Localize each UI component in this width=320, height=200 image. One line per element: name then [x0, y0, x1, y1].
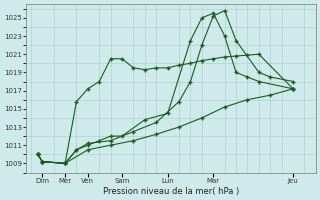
X-axis label: Pression niveau de la mer( hPa ): Pression niveau de la mer( hPa ) [103, 187, 239, 196]
